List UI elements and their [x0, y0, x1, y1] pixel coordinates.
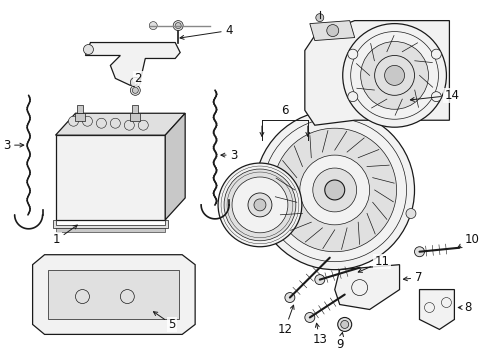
- Circle shape: [340, 320, 348, 328]
- Circle shape: [83, 45, 93, 54]
- Circle shape: [304, 312, 314, 323]
- Circle shape: [254, 212, 264, 222]
- Polygon shape: [85, 42, 180, 85]
- Bar: [77, 105, 83, 113]
- Circle shape: [324, 180, 344, 200]
- Bar: [75, 113, 85, 121]
- Text: 4: 4: [180, 24, 232, 39]
- Circle shape: [312, 168, 356, 212]
- Circle shape: [149, 22, 157, 30]
- Text: 3: 3: [221, 149, 237, 162]
- Circle shape: [232, 177, 287, 233]
- Text: 2: 2: [134, 72, 142, 86]
- Bar: [56, 228, 165, 232]
- Polygon shape: [165, 113, 185, 220]
- Text: 13: 13: [312, 323, 326, 346]
- Text: 1: 1: [53, 225, 77, 246]
- Circle shape: [384, 66, 404, 85]
- Text: 7: 7: [403, 271, 421, 284]
- Circle shape: [405, 208, 415, 219]
- Text: 10: 10: [457, 233, 478, 248]
- Text: 5: 5: [153, 312, 175, 331]
- Circle shape: [175, 23, 181, 28]
- Circle shape: [347, 49, 357, 59]
- Circle shape: [82, 116, 92, 126]
- Text: 14: 14: [409, 89, 459, 102]
- Circle shape: [430, 49, 440, 59]
- Circle shape: [360, 41, 427, 109]
- Text: 11: 11: [358, 255, 389, 272]
- Circle shape: [173, 21, 183, 31]
- Circle shape: [285, 293, 294, 302]
- Text: 3: 3: [3, 139, 24, 152]
- Bar: [56, 135, 165, 220]
- Polygon shape: [309, 21, 354, 41]
- Polygon shape: [33, 255, 195, 334]
- Circle shape: [130, 85, 140, 95]
- Text: 8: 8: [457, 301, 471, 314]
- Circle shape: [247, 193, 271, 217]
- Circle shape: [315, 14, 323, 22]
- Circle shape: [96, 118, 106, 128]
- Circle shape: [272, 128, 396, 252]
- Circle shape: [130, 77, 140, 87]
- Circle shape: [342, 24, 446, 127]
- Circle shape: [430, 92, 440, 102]
- Circle shape: [110, 118, 120, 128]
- Text: 9: 9: [335, 333, 343, 351]
- Circle shape: [218, 163, 301, 247]
- Circle shape: [253, 199, 265, 211]
- Circle shape: [124, 120, 134, 130]
- Text: 6: 6: [281, 104, 288, 117]
- Circle shape: [326, 24, 338, 37]
- Circle shape: [68, 116, 78, 126]
- Circle shape: [132, 87, 138, 93]
- Polygon shape: [419, 289, 453, 329]
- Polygon shape: [334, 265, 399, 310]
- Circle shape: [337, 318, 351, 332]
- Circle shape: [254, 110, 414, 270]
- Text: 12: 12: [277, 305, 293, 336]
- Circle shape: [299, 155, 369, 225]
- Bar: [132, 105, 138, 113]
- Bar: [130, 113, 140, 121]
- Circle shape: [224, 169, 295, 241]
- Polygon shape: [304, 21, 448, 125]
- Polygon shape: [52, 220, 168, 228]
- Circle shape: [374, 55, 414, 95]
- Circle shape: [314, 275, 324, 285]
- Polygon shape: [56, 113, 185, 135]
- Circle shape: [347, 92, 357, 102]
- Circle shape: [138, 120, 148, 130]
- Polygon shape: [47, 270, 179, 319]
- Circle shape: [414, 247, 424, 257]
